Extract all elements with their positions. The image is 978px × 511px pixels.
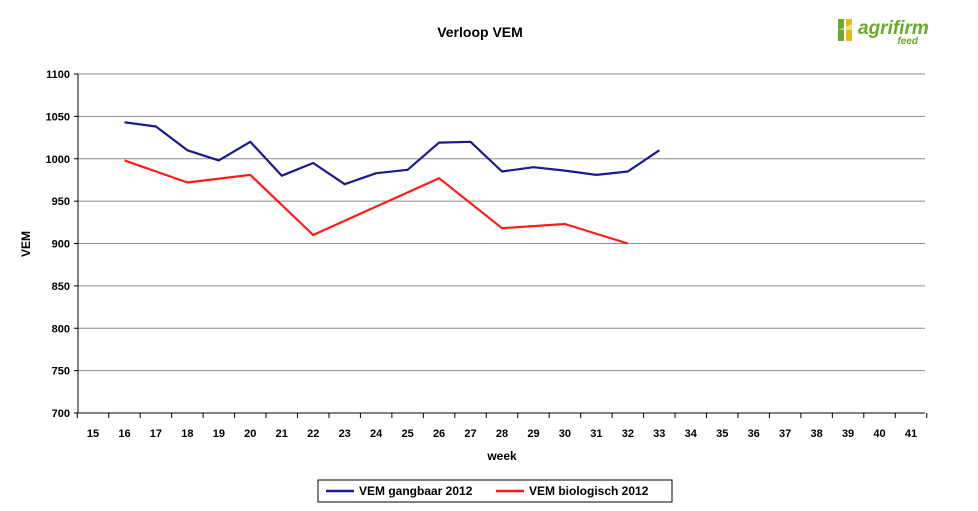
y-tick-label: 1100 <box>46 69 70 81</box>
y-tick-label: 1000 <box>46 154 70 166</box>
y-tick-label: 850 <box>52 281 70 293</box>
x-tick-label: 18 <box>181 428 193 440</box>
x-tick-label: 23 <box>339 428 351 440</box>
series-line-2 <box>124 159 629 245</box>
x-tick-label: 35 <box>716 428 728 440</box>
x-tick-label: 22 <box>307 428 319 440</box>
x-tick-label: 31 <box>590 428 602 440</box>
y-tick-label: 700 <box>52 408 70 420</box>
x-tick-label: 17 <box>150 428 162 440</box>
x-tick-label: 34 <box>685 428 698 440</box>
x-tick-label: 27 <box>464 428 476 440</box>
x-tick-label: 25 <box>401 428 413 440</box>
x-tick-label: 39 <box>842 428 854 440</box>
x-axis-label: week <box>486 449 517 463</box>
y-tick-label: 750 <box>52 366 70 378</box>
y-axis-label: VEM <box>19 231 33 257</box>
legend: VEM gangbaar 2012 VEM biologisch 2012 <box>317 479 673 503</box>
x-tick-label: 24 <box>370 428 383 440</box>
legend-label: VEM biologisch 2012 <box>529 484 649 498</box>
x-tick-label: 20 <box>244 428 256 440</box>
x-tick-label: 37 <box>779 428 791 440</box>
gridlines <box>78 73 925 414</box>
x-tick-label: 21 <box>276 428 288 440</box>
agrifirm-logo: agrifirm feed <box>838 18 929 47</box>
y-tick-label: 900 <box>52 239 70 251</box>
x-tick-label: 28 <box>496 428 508 440</box>
x-tick-label: 40 <box>873 428 885 440</box>
y-tick-label: 800 <box>52 323 70 335</box>
chart-title: Verloop VEM <box>437 24 523 40</box>
y-tick-label: 1050 <box>46 111 70 123</box>
x-tick-label: 19 <box>213 428 225 440</box>
x-tick-label: 15 <box>87 428 99 440</box>
x-tick-label: 29 <box>527 428 539 440</box>
x-tick-label: 16 <box>118 428 130 440</box>
x-tick-label: 36 <box>748 428 760 440</box>
x-axis-ticks: 15 16 17 18 19 20 21 22 23 24 25 26 27 28 29 30 31 32 33 34… <box>76 413 928 440</box>
legend-label: VEM gangbaar 2012 <box>359 484 473 498</box>
legend-box <box>317 479 673 503</box>
series-line-1 <box>124 121 660 186</box>
agrifirm-logo-icon <box>838 19 852 41</box>
logo-name: agrifirm <box>858 18 929 39</box>
y-tick-label: 950 <box>52 196 70 208</box>
series-lines <box>124 121 660 245</box>
x-tick-label: 26 <box>433 428 445 440</box>
y-axis-ticks: 700 750 800 850 900 950 1000 1050 1100 <box>46 69 78 420</box>
x-tick-label: 41 <box>905 428 917 440</box>
x-tick-label: 33 <box>653 428 665 440</box>
logo-sub: feed <box>897 36 918 47</box>
x-tick-label: 38 <box>810 428 822 440</box>
x-tick-label: 32 <box>622 428 634 440</box>
x-tick-label: 30 <box>559 428 571 440</box>
